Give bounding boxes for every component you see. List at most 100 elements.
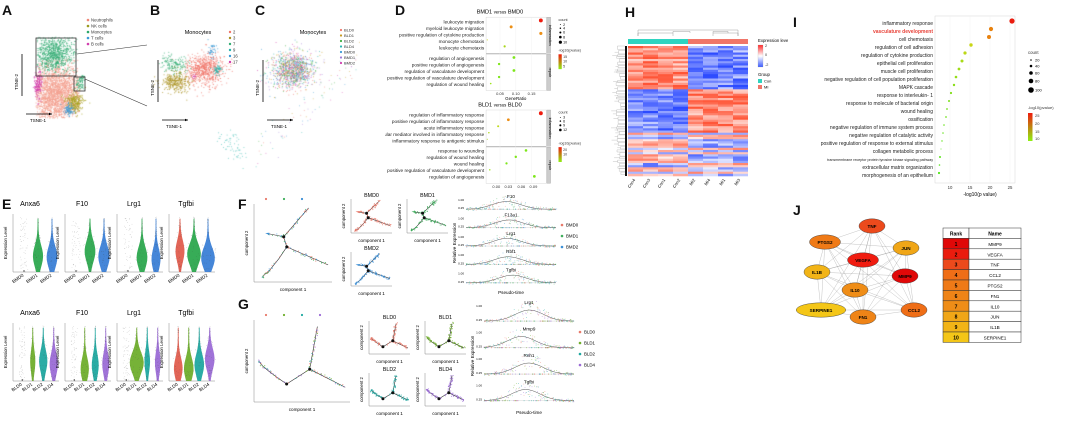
svg-text:NK cells: NK cells: [91, 24, 107, 29]
svg-text:BLD4: BLD4: [198, 381, 211, 392]
svg-text:leukocyte migration: leukocyte migration: [444, 20, 485, 26]
svg-text:0.25: 0.25: [476, 398, 482, 402]
svg-text:3: 3: [955, 263, 958, 269]
svg-text:positive regulation of vascula: positive regulation of vasculature devel…: [387, 75, 485, 81]
svg-text:positive regulation of cytokin: positive regulation of cytokine producti…: [399, 33, 485, 39]
svg-text:8: 8: [955, 315, 958, 321]
svg-text:BMD0: BMD0: [364, 193, 379, 199]
svg-text:PTGS2: PTGS2: [987, 284, 1003, 289]
svg-text:10: 10: [563, 40, 567, 44]
svg-text:7: 7: [233, 42, 236, 47]
svg-text:Lrg1: Lrg1: [127, 310, 141, 317]
svg-text:BLD0: BLD0: [344, 28, 355, 33]
svg-text:F10: F10: [76, 310, 88, 317]
svg-text:F13a1: F13a1: [504, 212, 517, 217]
svg-text:MMP9: MMP9: [988, 242, 1002, 247]
svg-text:8: 8: [563, 35, 565, 39]
svg-text:MMP9: MMP9: [898, 274, 912, 279]
svg-text:CCL2: CCL2: [989, 273, 1001, 278]
svg-text:Lrg1: Lrg1: [506, 231, 516, 236]
svg-text:BLD4: BLD4: [344, 44, 355, 49]
svg-text:9: 9: [955, 325, 958, 331]
svg-text:0.25: 0.25: [458, 280, 464, 284]
svg-text:SERPINE1: SERPINE1: [810, 308, 833, 313]
svg-text:0.25: 0.25: [476, 318, 482, 322]
svg-text:1.00: 1.00: [476, 304, 482, 308]
svg-text:0.25: 0.25: [458, 225, 464, 229]
svg-text:10: 10: [953, 336, 959, 342]
svg-text:BLD4: BLD4: [146, 381, 159, 392]
svg-text:JUN: JUN: [991, 315, 1000, 320]
svg-text:1.00: 1.00: [476, 384, 482, 388]
svg-text:BMD1: BMD1: [566, 234, 579, 239]
svg-text:BLD4: BLD4: [94, 381, 107, 392]
svg-text:Lrg1: Lrg1: [127, 201, 141, 208]
svg-text:component 2: component 2: [397, 203, 402, 228]
svg-text:positive regulation of vascula: positive regulation of vasculature devel…: [387, 168, 485, 174]
svg-text:component 1: component 1: [376, 411, 403, 416]
svg-text:Neutrophils: Neutrophils: [91, 18, 113, 23]
svg-text:10: 10: [563, 153, 567, 157]
svg-text:BLD4: BLD4: [584, 363, 596, 368]
svg-text:1.00: 1.00: [476, 331, 482, 335]
svg-text:component 2: component 2: [359, 324, 364, 349]
svg-text:0.09: 0.09: [530, 184, 539, 188]
svg-text:Name: Name: [988, 232, 1002, 238]
svg-text:Pseudo-time: Pseudo-time: [498, 290, 524, 295]
svg-text:component 2: component 2: [244, 230, 249, 255]
svg-text:BMD1: BMD1: [420, 193, 435, 199]
svg-text:0.25: 0.25: [458, 206, 464, 210]
svg-text:TSNE-1: TSNE-1: [271, 124, 288, 129]
svg-text:1: 1: [955, 242, 958, 248]
svg-text:Pseudo-time: Pseudo-time: [516, 410, 542, 415]
svg-text:IL10: IL10: [991, 304, 1000, 309]
svg-text:component 2: component 2: [244, 348, 249, 373]
svg-text:inflammation: inflammation: [548, 118, 552, 139]
svg-text:response to wounding: response to wounding: [438, 149, 485, 155]
svg-text:BLD1: BLD1: [584, 341, 596, 346]
svg-text:0.00: 0.00: [492, 184, 501, 188]
svg-text:repair: repair: [548, 68, 552, 78]
svg-text:BMD1: BMD1: [344, 55, 356, 60]
svg-text:BLD2: BLD2: [383, 367, 396, 373]
svg-text:regulation of vasculature deve: regulation of vasculature development: [404, 69, 484, 75]
svg-text:BLD4: BLD4: [42, 381, 55, 392]
svg-text:Expression Level: Expression Level: [107, 336, 112, 369]
svg-text:SERPINE1: SERPINE1: [984, 336, 1007, 341]
svg-text:inflammatory response to antig: inflammatory response to antigenic stimu…: [392, 139, 484, 145]
svg-text:inflammation: inflammation: [548, 25, 552, 46]
svg-text:regulation of wound healing: regulation of wound healing: [426, 155, 484, 161]
svg-text:component 2: component 2: [415, 376, 420, 401]
svg-text:VEGFA: VEGFA: [855, 258, 871, 263]
svg-text:Expression Level: Expression Level: [55, 336, 60, 369]
svg-text:0.25: 0.25: [476, 345, 482, 349]
svg-text:IL1B: IL1B: [812, 270, 823, 275]
svg-text:leukocyte chemotaxis: leukocyte chemotaxis: [439, 46, 485, 52]
svg-text:BMD0: BMD0: [167, 272, 181, 284]
svg-text:count: count: [559, 111, 568, 115]
svg-text:positive regulation of inflamm: positive regulation of inflammatory resp…: [392, 119, 485, 125]
svg-text:Anxa6: Anxa6: [20, 310, 40, 317]
svg-text:T cells: T cells: [91, 36, 103, 41]
svg-text:IL1B: IL1B: [990, 325, 999, 330]
svg-text:0.25: 0.25: [458, 261, 464, 265]
svg-text:FN1: FN1: [859, 315, 868, 320]
svg-text:-log10(pvalue): -log10(pvalue): [559, 49, 581, 53]
svg-text:component 1: component 1: [414, 238, 441, 243]
svg-text:VEGFA: VEGFA: [987, 252, 1003, 257]
svg-text:repair: repair: [548, 161, 552, 171]
svg-text:Anxa6: Anxa6: [20, 201, 40, 208]
svg-text:Monocytes: Monocytes: [91, 30, 112, 35]
svg-text:component 1: component 1: [280, 287, 307, 292]
svg-text:production of molecular mediat: production of molecular mediator involve…: [385, 132, 485, 138]
svg-text:BMD0: BMD0: [115, 272, 129, 284]
svg-text:BLD1: BLD1: [439, 315, 452, 321]
svg-text:1.00: 1.00: [458, 216, 464, 220]
svg-text:1.00: 1.00: [476, 357, 482, 361]
svg-text:-log10(pvalue): -log10(pvalue): [559, 141, 581, 145]
svg-text:Rank: Rank: [950, 232, 962, 238]
svg-text:9: 9: [233, 48, 236, 53]
svg-text:6: 6: [955, 294, 958, 300]
svg-text:TSNE-2: TSNE-2: [255, 80, 260, 97]
svg-text:12: 12: [563, 128, 567, 132]
